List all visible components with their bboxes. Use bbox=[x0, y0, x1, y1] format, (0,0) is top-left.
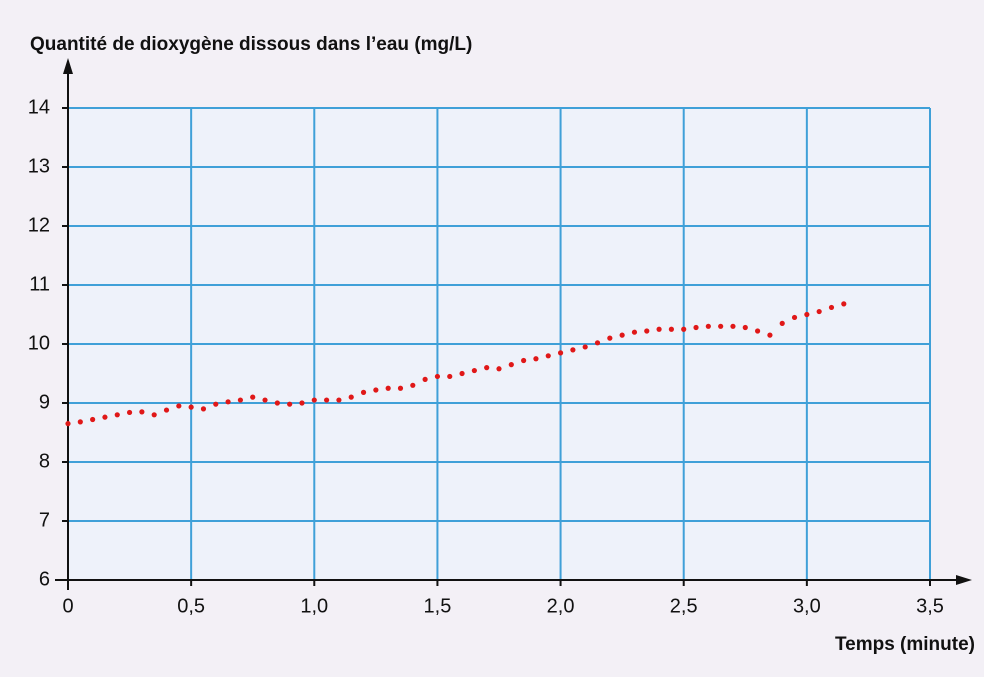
data-point bbox=[459, 370, 465, 377]
data-point bbox=[213, 401, 219, 407]
data-point bbox=[114, 412, 120, 418]
x-tick-label: 3,0 bbox=[793, 595, 821, 617]
data-point bbox=[656, 326, 662, 332]
data-point bbox=[311, 397, 317, 403]
data-point bbox=[126, 409, 133, 416]
data-point bbox=[65, 421, 71, 427]
x-tick-label: 2,5 bbox=[670, 595, 698, 617]
x-axis-arrow bbox=[956, 575, 972, 585]
data-point bbox=[570, 347, 576, 353]
data-point bbox=[705, 323, 711, 329]
data-point bbox=[360, 389, 367, 395]
data-point bbox=[816, 308, 822, 315]
x-tick-label: 0,5 bbox=[177, 595, 205, 617]
data-point bbox=[385, 385, 391, 391]
y-tick-label: 6 bbox=[39, 568, 50, 590]
data-point bbox=[336, 397, 342, 403]
data-point bbox=[557, 350, 564, 356]
data-point bbox=[447, 373, 453, 380]
data-point bbox=[582, 344, 588, 350]
data-point bbox=[422, 376, 428, 382]
data-point bbox=[730, 323, 736, 329]
chart-title: Quantité de dioxygène dissous dans l’eau… bbox=[30, 34, 472, 55]
data-point bbox=[508, 362, 514, 368]
data-point bbox=[163, 407, 170, 413]
data-point bbox=[779, 320, 785, 326]
data-point bbox=[496, 366, 502, 372]
data-point bbox=[607, 335, 613, 341]
data-point bbox=[631, 329, 638, 335]
data-point bbox=[410, 382, 416, 388]
data-point bbox=[755, 328, 761, 334]
data-point bbox=[188, 404, 194, 410]
data-point bbox=[742, 324, 748, 331]
data-point bbox=[287, 401, 293, 407]
data-point bbox=[521, 357, 527, 364]
data-point bbox=[299, 400, 305, 406]
y-tick-label: 14 bbox=[28, 96, 50, 118]
y-tick-label: 8 bbox=[39, 450, 50, 472]
y-axis-arrow bbox=[63, 58, 73, 74]
x-tick-label: 0 bbox=[62, 595, 73, 617]
data-point bbox=[767, 332, 773, 338]
data-point bbox=[237, 397, 243, 403]
y-tick-label: 10 bbox=[28, 332, 50, 354]
data-point bbox=[274, 400, 280, 406]
data-point bbox=[176, 403, 182, 409]
data-point bbox=[681, 326, 687, 332]
data-point bbox=[841, 301, 847, 307]
data-point bbox=[225, 399, 231, 405]
y-tick-label: 7 bbox=[39, 509, 50, 531]
data-point bbox=[828, 304, 835, 311]
data-point bbox=[594, 340, 601, 346]
data-point bbox=[484, 365, 490, 371]
data-point bbox=[545, 353, 551, 359]
data-point bbox=[693, 324, 699, 331]
x-tick-label: 1,0 bbox=[300, 595, 328, 617]
x-tick-label: 2,0 bbox=[547, 595, 575, 617]
data-point bbox=[250, 394, 256, 400]
y-tick-label: 13 bbox=[28, 155, 50, 177]
data-point bbox=[644, 328, 650, 334]
x-axis-label: Temps (minute) bbox=[835, 634, 975, 655]
data-point bbox=[324, 397, 330, 403]
y-tick-label: 11 bbox=[29, 273, 50, 295]
data-point bbox=[200, 406, 207, 412]
data-point bbox=[348, 394, 354, 400]
data-point bbox=[90, 416, 96, 423]
data-point bbox=[151, 412, 157, 418]
data-point bbox=[373, 387, 379, 393]
data-point bbox=[139, 409, 145, 415]
data-point bbox=[718, 323, 724, 329]
data-point bbox=[533, 356, 539, 362]
data-point bbox=[791, 314, 798, 321]
data-point bbox=[668, 326, 675, 332]
data-point bbox=[77, 419, 83, 425]
data-point bbox=[262, 397, 268, 403]
data-point bbox=[471, 367, 477, 374]
data-point bbox=[434, 373, 441, 380]
data-point bbox=[804, 311, 810, 318]
x-tick-label: 1,5 bbox=[424, 595, 452, 617]
data-point bbox=[619, 332, 625, 338]
y-tick-label: 9 bbox=[39, 391, 50, 413]
y-tick-label: 12 bbox=[28, 214, 50, 236]
data-point bbox=[102, 414, 108, 420]
data-point bbox=[397, 385, 404, 391]
x-tick-label: 3,5 bbox=[916, 595, 944, 617]
